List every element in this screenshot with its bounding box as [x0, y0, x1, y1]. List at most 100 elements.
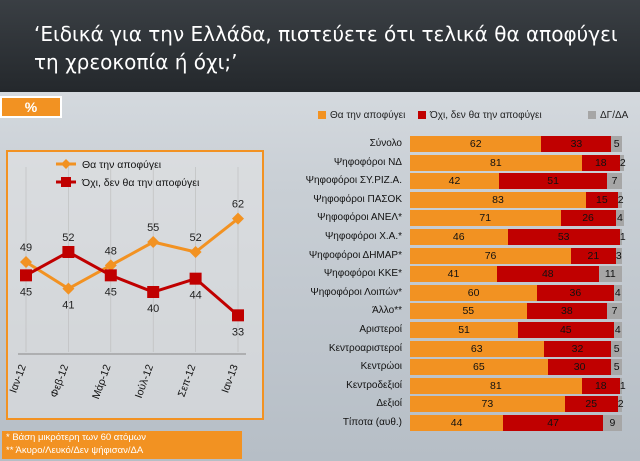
bar-row: Κεντρώοι 65 30 5 [280, 357, 632, 377]
line-chart-panel: Θα την αποφύγει Όχι, δεν θα την αποφύγει 4… [6, 150, 264, 420]
legend-label: Θα την αποφύγει [82, 159, 162, 171]
bar-segment: 48 [496, 266, 599, 283]
data-label: 48 [105, 245, 117, 257]
category-label: Ψηφοφόροι ΚΚΕ* [323, 268, 402, 280]
bar-segment: 2 [617, 191, 624, 208]
bar-row: Άλλο** 55 38 7 [280, 301, 632, 321]
bar-segment: 71 [410, 210, 561, 227]
category-label: Ψηφοφόροι Χ.Α.* [324, 231, 402, 242]
bar-segment: 41 [410, 266, 497, 283]
data-label: 52 [62, 232, 74, 244]
bar-track: 63 32 5 [410, 340, 622, 357]
bar-segment: 3 [615, 247, 622, 264]
x-tick-label: Ιούλ-12 [133, 363, 156, 400]
bar-track: 60 36 4 [410, 284, 622, 301]
category-label: Ψηφοφόροι ΠΑΣΟΚ [313, 193, 402, 205]
data-label: 55 [147, 222, 159, 234]
bar-row: Ψηφοφόροι ΝΔ 81 18 2 [280, 153, 632, 173]
data-point [62, 246, 75, 258]
bar-track: 42 51 7 [410, 173, 622, 190]
category-label: Ψηφοφόροι ΣΥ.ΡΙΖ.Α. [305, 175, 402, 187]
data-point [189, 246, 202, 258]
bar-track: 51 45 4 [410, 322, 622, 338]
category-label: Ψηφοφόροι ΝΔ [333, 156, 402, 168]
bar-segment: 4 [613, 284, 622, 301]
bar-segment: 11 [598, 266, 622, 283]
bar-segment: 5 [611, 136, 622, 152]
percent-badge: % [0, 96, 62, 118]
title-bar: ‘Ειδικά για την Ελλάδα, πιστεύετε ότι τε… [0, 0, 640, 92]
category-label: Σύνολο [369, 138, 402, 149]
category-label: Κεντροδεξιοί [346, 379, 402, 391]
bar-segment: 55 [410, 303, 527, 320]
bar-row: Ψηφοφόροι ΚΚΕ* 41 48 11 [280, 264, 632, 284]
bar-segment: 30 [547, 359, 612, 376]
bar-segment: 26 [560, 210, 616, 227]
bar-row: Κεντροδεξιοί 81 18 1 [280, 376, 632, 396]
bar-track: 41 48 11 [410, 266, 622, 283]
legend-label: Όχι, δεν θα την αποφύγει [430, 110, 542, 121]
bar-segment: 60 [410, 284, 538, 301]
bar-segment: 42 [410, 173, 500, 190]
category-label: Αριστεροί [359, 324, 402, 335]
bar-segment: 81 [410, 154, 582, 171]
bar-track: 73 25 2 [410, 396, 624, 413]
series-line [25, 250, 239, 317]
category-label: Άλλο** [372, 305, 402, 317]
bar-segment: 2 [619, 154, 626, 171]
data-label: 41 [62, 300, 74, 312]
bar-row: Ψηφοφόροι ΣΥ.ΡΙΖ.Α. 42 51 7 [280, 171, 632, 191]
bar-track: 55 38 7 [410, 303, 622, 320]
bar-track: 44 47 9 [410, 415, 622, 431]
line-chart: Θα την αποφύγει Όχι, δεν θα την αποφύγει 4… [8, 159, 246, 401]
data-label: 33 [232, 326, 244, 338]
bar-row: Σύνολο 62 33 5 [280, 134, 632, 154]
bar-segment: 2 [617, 396, 624, 413]
data-point [232, 309, 244, 322]
bar-segment: 83 [410, 191, 586, 208]
series-line [25, 217, 239, 291]
category-label: Δεξιοί [376, 398, 402, 410]
legend-item-dk: ΔΓ/ΔΑ [588, 110, 628, 121]
footnote-1: * Βάση μικρότερη των 60 ατόμων [6, 432, 146, 443]
bar-track: 83 15 2 [410, 191, 624, 208]
legend-swatch-orange [318, 111, 326, 120]
bar-track: 76 21 3 [410, 247, 622, 264]
data-point [147, 286, 160, 298]
category-label: Ψηφοφόροι ΔΗΜΑΡ* [308, 249, 402, 261]
bar-row: Κεντροαριστεροί 63 32 5 [280, 339, 632, 359]
data-label: 52 [189, 232, 201, 244]
bar-segment: 1 [619, 377, 626, 394]
bar-segment: 62 [410, 136, 542, 152]
x-tick-label: Μάρ-12 [90, 363, 114, 401]
footnote-2: ** Άκυρο/Λευκό/Δεν ψήφισαν/ΔΑ [6, 445, 144, 456]
x-tick-label: Σεπ-12 [176, 363, 199, 399]
bar-segment: 47 [503, 415, 603, 431]
bar-segment: 45 [518, 322, 614, 338]
bar-row: Δεξιοί 73 25 2 [280, 394, 632, 414]
data-point [104, 269, 117, 282]
bar-row: Ψηφοφόροι ΔΗΜΑΡ* 76 21 3 [280, 246, 632, 266]
bar-segment: 5 [611, 359, 622, 376]
bar-track: 71 26 4 [410, 210, 625, 227]
bar-track: 81 18 2 [410, 154, 626, 171]
bar-segment: 18 [581, 154, 620, 171]
bar-segment: 38 [526, 303, 608, 320]
x-tick-label: Ιαν-12 [8, 363, 29, 395]
bar-segment: 25 [564, 396, 618, 413]
bar-segment: 18 [581, 377, 620, 394]
bar-row: Ψηφοφόροι Λοιπών* 60 36 4 [280, 283, 632, 303]
bar-segment: 81 [410, 377, 582, 394]
data-label: 45 [20, 286, 32, 298]
data-label: 62 [232, 199, 244, 211]
category-label: Κεντροαριστεροί [328, 342, 402, 354]
data-label: 44 [189, 290, 201, 302]
legend-swatch-gray [588, 111, 596, 120]
legend-label: ΔΓ/ΔΑ [600, 110, 629, 121]
legend-item: Όχι, δεν θα την αποφύγει [56, 177, 200, 189]
data-point [189, 272, 202, 285]
bar-segment: 46 [410, 229, 508, 245]
bar-track: 81 18 1 [410, 377, 626, 394]
legend-item-not-avoid: Όχι, δεν θα την αποφύγει [418, 110, 542, 121]
bar-segment: 7 [607, 303, 622, 320]
